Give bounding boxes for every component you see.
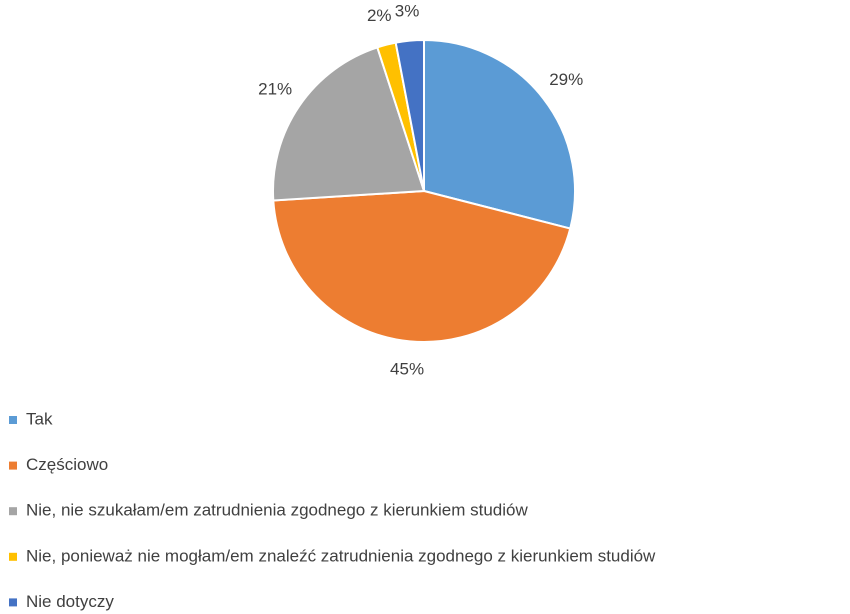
pie-slice	[272, 46, 426, 202]
pie-slice	[272, 189, 572, 343]
legend-swatch	[9, 598, 17, 607]
data-label: 45%	[390, 360, 424, 379]
data-label: 3%	[395, 1, 420, 20]
legend-label: Nie, ponieważ nie mogłam/em znaleźć zatr…	[26, 546, 656, 565]
legend-label: Nie dotyczy	[26, 592, 114, 611]
data-label: 29%	[549, 70, 583, 89]
pie-slice	[423, 38, 576, 230]
data-label: 2%	[367, 6, 392, 25]
legend-swatch	[9, 416, 17, 424]
legend-label: Nie, nie szukałam/em zatrudnienia zgodne…	[26, 501, 528, 520]
pie-slice	[394, 38, 425, 192]
data-label: 21%	[258, 79, 292, 98]
legend-swatch	[9, 461, 17, 470]
legend-label: Tak	[26, 409, 53, 428]
legend-swatch	[9, 552, 17, 561]
legend-label: Częściowo	[26, 455, 108, 474]
legend-swatch	[9, 507, 17, 516]
